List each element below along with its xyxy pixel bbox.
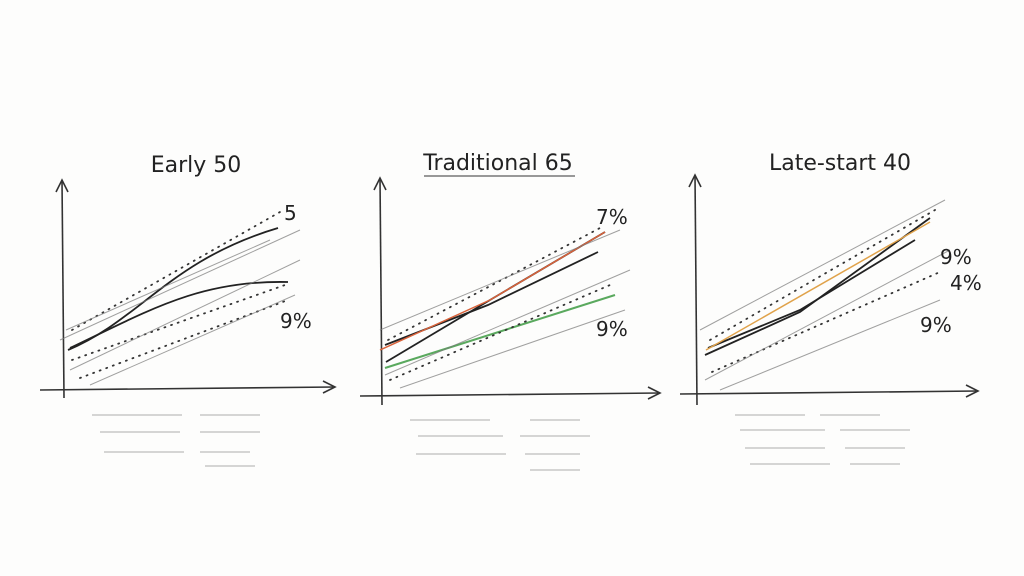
label: 9%	[280, 309, 312, 333]
y-axis	[694, 174, 698, 406]
panel-title: Late-start 40	[769, 151, 911, 176]
panel: Late-start 40 9% 4% 9%	[679, 151, 982, 465]
y-axis	[61, 179, 65, 399]
panel-title: Early 50	[151, 153, 242, 178]
label: 4%	[950, 271, 982, 295]
label: 9%	[596, 317, 628, 341]
line	[711, 271, 941, 373]
notes	[410, 419, 590, 471]
label: 9%	[920, 313, 952, 337]
panel: Traditional 65 7% 9%	[359, 151, 662, 471]
notes	[92, 414, 260, 467]
line	[69, 281, 289, 349]
line	[387, 227, 601, 341]
arrow	[373, 176, 387, 191]
x-axis	[359, 392, 661, 397]
line	[705, 221, 931, 351]
label: 5	[284, 201, 297, 225]
notes	[735, 414, 910, 465]
arrow	[55, 178, 69, 193]
line	[389, 284, 611, 381]
arrow	[965, 384, 980, 398]
x-axis	[679, 390, 979, 395]
x-axis	[39, 386, 336, 391]
sketch-lines	[699, 199, 951, 391]
arrow	[322, 380, 337, 394]
sketch-lines	[379, 229, 631, 389]
y-axis	[379, 177, 383, 406]
sketch-lines	[59, 229, 301, 386]
line	[379, 231, 606, 351]
line	[707, 239, 916, 349]
line	[71, 211, 281, 331]
panel: Early 50 5 9%	[39, 153, 337, 467]
line	[71, 284, 286, 361]
line	[67, 227, 279, 351]
line	[704, 217, 931, 356]
arrow	[647, 386, 662, 400]
label: 9%	[940, 245, 972, 269]
line	[709, 209, 936, 341]
label: 7%	[596, 205, 628, 229]
arrow	[688, 173, 702, 188]
line	[384, 294, 616, 369]
panel-title: Traditional 65	[422, 151, 573, 176]
